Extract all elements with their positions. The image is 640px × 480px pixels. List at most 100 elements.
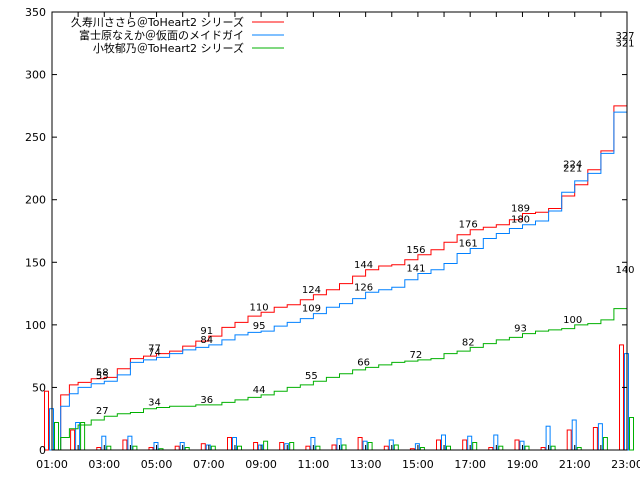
hourly-bar [362, 440, 368, 451]
data-label: 180 [511, 215, 530, 226]
hourly-bar [571, 419, 577, 451]
hourly-bar [367, 442, 373, 451]
x-tick-label: 23:00 [611, 458, 640, 471]
data-label: 176 [459, 220, 478, 231]
data-label: 93 [514, 324, 527, 335]
data-label: 82 [462, 337, 475, 348]
x-tick-label: 19:00 [507, 458, 539, 471]
hourly-bar [393, 444, 399, 451]
hourly-bar [357, 437, 363, 451]
y-tick-label: 100 [25, 319, 46, 332]
data-label: 124 [302, 285, 321, 296]
hourly-bar [44, 390, 49, 451]
data-label: 327 [615, 31, 634, 42]
hourly-bar [441, 434, 446, 451]
legend-label: 久寿川ささら＠ToHeart2 シリーズ [71, 15, 244, 29]
hourly-bar [446, 445, 451, 451]
data-label: 55 [305, 371, 318, 382]
data-label: 84 [200, 335, 213, 346]
data-label: 109 [302, 304, 321, 315]
hourly-bar [54, 422, 59, 451]
hourly-bar [472, 442, 478, 451]
hourly-bar [210, 445, 216, 451]
x-tick-label: 09:00 [245, 458, 277, 471]
hourly-bar [263, 440, 269, 451]
hourly-bar [200, 443, 206, 451]
hourly-bar [253, 442, 259, 451]
hourly-bar [305, 445, 311, 451]
data-label: 144 [354, 260, 373, 271]
hourly-bar [132, 445, 138, 451]
data-label: 55 [96, 371, 109, 382]
data-label: 100 [563, 315, 582, 326]
hourly-bar [592, 427, 598, 451]
data-label: 58 [96, 367, 109, 378]
hourly-bars-layer [44, 344, 634, 451]
legend-label: 富士原なえか＠仮面のメイドガイ [79, 28, 244, 42]
hourly-bar [237, 445, 242, 451]
cumulative-lines-layer [52, 40, 628, 451]
data-label: 72 [410, 350, 423, 361]
y-tick-label: 50 [32, 381, 46, 394]
hourly-bar [383, 445, 389, 451]
x-tick-label: 07:00 [193, 458, 225, 471]
hourly-bar [566, 429, 572, 451]
y-tick-label: 0 [39, 444, 46, 457]
data-label: 66 [357, 357, 370, 368]
data-labels-layer: 58 77 91 110 124 144 156 176 189 224 327 55 74 84 95 10… [96, 31, 635, 417]
y-tick-label: 150 [25, 256, 46, 269]
x-tick-label: 15:00 [402, 458, 434, 471]
legend-label: 小牧郁乃＠ToHeart2 シリーズ [93, 41, 244, 55]
data-label: 189 [511, 204, 530, 215]
hourly-bar [602, 437, 608, 451]
hourly-bar [414, 443, 420, 451]
hourly-bar [227, 437, 232, 451]
hourly-bar [462, 439, 468, 451]
plot-frame [51, 11, 628, 451]
series-line [52, 40, 628, 451]
hourly-bar [493, 434, 499, 451]
hourly-bar [629, 417, 634, 451]
hourly-bar [174, 445, 180, 451]
data-label: 126 [354, 282, 373, 293]
data-label: 221 [563, 163, 582, 174]
hourly-bar [127, 435, 133, 451]
y-tick-label: 250 [25, 131, 46, 144]
data-label: 141 [406, 264, 425, 275]
x-tick-label: 11:00 [298, 458, 330, 471]
series-line [52, 48, 628, 451]
hourly-bar [436, 439, 441, 451]
data-label: 321 [615, 38, 634, 49]
hourly-bar [284, 443, 290, 451]
hourly-bar [106, 445, 112, 451]
data-label: 110 [250, 302, 269, 313]
data-label: 95 [253, 321, 266, 332]
data-label: 224 [563, 160, 582, 171]
hourly-bar [498, 445, 504, 451]
axes-layer: 0 50 100 150 200 250 300 350 01:00 03:00 05:00 07:0… [25, 6, 640, 471]
data-label: 91 [200, 326, 213, 337]
y-tick-label: 350 [25, 6, 46, 19]
y-tick-label: 200 [25, 194, 46, 207]
data-label: 44 [253, 385, 266, 396]
legend: 久寿川ささら＠ToHeart2 シリーズ富士原なえか＠仮面のメイドガイ小牧郁乃＠… [71, 15, 284, 55]
x-tick-label: 21:00 [559, 458, 591, 471]
hourly-bar [514, 439, 520, 451]
hourly-bar [331, 444, 337, 451]
hourly-bar [550, 445, 556, 451]
x-tick-label: 01:00 [36, 458, 68, 471]
x-tick-label: 03:00 [88, 458, 120, 471]
x-tick-label: 13:00 [350, 458, 382, 471]
hourly-bar [619, 344, 624, 451]
hourly-bar [80, 422, 86, 451]
hourly-bar [70, 429, 76, 451]
hourly-bar [289, 442, 295, 451]
data-label: 140 [615, 265, 634, 276]
data-label: 156 [406, 245, 425, 256]
hourly-bar [279, 442, 285, 451]
hourly-bar [205, 444, 211, 451]
hourly-bar [153, 442, 159, 451]
data-label: 77 [148, 344, 161, 355]
hourly-bar [315, 445, 321, 451]
data-label: 36 [200, 395, 213, 406]
